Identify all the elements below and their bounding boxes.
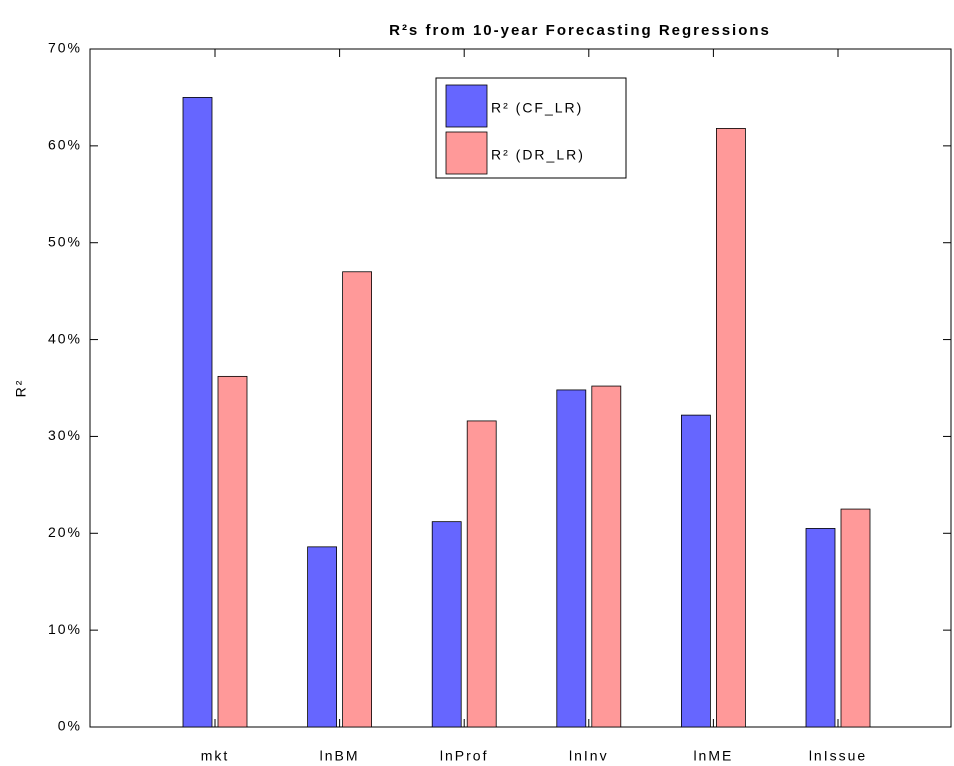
x-tick-label: lnInv [569,748,609,764]
bar [466,420,497,728]
legend-swatch [445,84,488,128]
bar [556,389,587,728]
bar [307,546,338,728]
y-tick-label: 60% [48,137,82,153]
y-axis-label: R² [13,379,29,398]
y-tick-label: 50% [48,233,82,249]
x-tick-label: lnBM [320,748,360,764]
bar [805,528,836,728]
x-tick-label: mkt [201,748,230,764]
bar [840,508,871,728]
bar [217,375,248,728]
legend-swatch [445,131,488,175]
y-tick-label: 30% [48,427,82,443]
x-tick-label: lnME [693,748,733,764]
chart-title: R²s from 10-year Forecasting Regressions [389,22,771,39]
y-tick-label: 40% [48,330,82,346]
bar [716,128,746,728]
bar [591,385,622,728]
y-tick-label: 70% [48,40,82,56]
y-tick-label: 10% [48,621,82,637]
y-tick-label: 20% [48,524,82,540]
bar [681,414,711,728]
x-tick-label: lnIssue [809,748,867,764]
x-tick-label: lnProf [440,748,489,764]
legend-label: R² (CF_LR) [491,100,583,116]
bar [431,521,462,728]
y-tick-label: 0% [58,718,82,734]
bar [342,271,373,728]
bar [182,97,213,728]
legend-label: R² (DR_LR) [491,147,585,163]
